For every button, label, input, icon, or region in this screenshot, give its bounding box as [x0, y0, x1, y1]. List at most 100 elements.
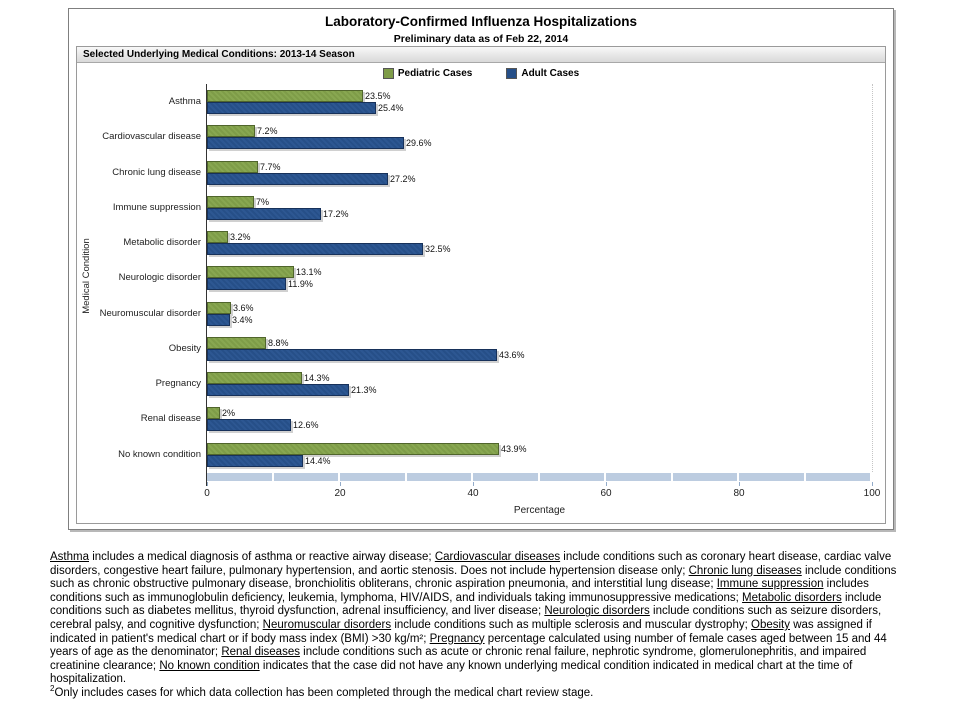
pediatric-value-label: 3.6% — [233, 302, 254, 313]
pediatric-bar — [207, 195, 254, 208]
footnote-text: include conditions such as chronic obstr… — [50, 564, 897, 591]
footnote-term: Immune suppression — [716, 578, 824, 591]
adult-value-label: 17.2% — [323, 208, 349, 219]
legend-item: Adult Cases — [506, 67, 579, 79]
footnote-term: Chronic lung diseases — [688, 564, 802, 577]
adult-bar — [207, 454, 303, 467]
adult-value-label: 12.6% — [293, 420, 319, 431]
x-axis-band-segment — [606, 473, 671, 481]
x-axis-band-segment — [273, 473, 338, 481]
chart-title: Laboratory-Confirmed Influenza Hospitali… — [324, 14, 638, 29]
footnote-text: include conditions such as acute or chro… — [50, 646, 867, 672]
category-label: No known condition — [118, 448, 201, 460]
x-axis-band-segment — [473, 473, 538, 481]
x-axis-title: Percentage — [513, 505, 566, 516]
x-axis-tick — [207, 482, 208, 486]
pediatric-value-label: 7% — [256, 196, 270, 207]
panel-header-bar: Selected Underlying Medical Conditions: … — [77, 47, 885, 63]
x-axis-band-segment — [539, 473, 604, 481]
x-axis-tick — [872, 482, 873, 486]
x-axis-tick — [473, 482, 474, 486]
adult-bar — [207, 348, 497, 361]
adult-bar — [207, 278, 286, 291]
adult-value-label: 32.5% — [425, 244, 451, 255]
x-axis-band-segment — [207, 473, 272, 481]
plot-right-edge — [872, 84, 873, 472]
adult-value-label: 25.4% — [378, 103, 404, 113]
chart-subtitle: Preliminary data as of Feb 22, 2014 — [393, 33, 569, 45]
adult-value-label: 14.4% — [305, 455, 331, 466]
footnote-2-text: Only includes cases for which data colle… — [54, 686, 594, 699]
footnote-text: include conditions such as coronary hear… — [50, 551, 892, 577]
pediatric-value-label: 7.7% — [260, 161, 281, 172]
x-axis-band-segment — [672, 473, 737, 481]
pediatric-value-label: 3.2% — [230, 232, 251, 243]
footnote-text: includes conditions such as immunoglobul… — [50, 578, 869, 604]
category-label: Cardiovascular disease — [102, 131, 201, 143]
x-axis-band-segment — [805, 473, 870, 481]
footnote-2-superscript: 2 — [50, 684, 55, 694]
pediatric-bar — [207, 160, 258, 173]
adult-bar — [207, 137, 404, 150]
x-axis-tick — [340, 482, 341, 486]
footnote-text: percentage calculated using number of fe… — [50, 632, 887, 659]
x-axis-tick-label: 80 — [733, 488, 745, 499]
adult-bar — [207, 102, 376, 114]
adult-value-label: 3.4% — [232, 314, 253, 325]
footnote-term: Renal diseases — [221, 646, 300, 659]
x-axis-band-segment — [340, 473, 405, 481]
footnote-term: Pregnancy — [429, 632, 485, 645]
pediatric-value-label: 2% — [222, 408, 236, 419]
footnote-term: Metabolic disorders — [742, 591, 842, 604]
x-axis-tick-label: 100 — [863, 488, 881, 499]
footnote-text: include conditions such as diabetes mell… — [50, 591, 882, 618]
adult-legend-swatch — [506, 67, 518, 79]
footnote-term: Neuromuscular disorders — [262, 618, 392, 631]
category-label: Obesity — [168, 342, 201, 354]
legend-item: Pediatric Cases — [382, 67, 472, 79]
pediatric-bar — [207, 301, 231, 314]
x-axis-tick-label: 0 — [204, 488, 210, 499]
footnote-term: Cardiovascular diseases — [434, 551, 561, 563]
category-label: Metabolic disorder — [123, 237, 201, 249]
pediatric-bar — [207, 442, 499, 455]
adult-value-label: 27.2% — [390, 173, 416, 184]
x-axis-tick-label: 60 — [600, 488, 612, 499]
pediatric-bar — [207, 266, 294, 279]
footnote-term: Asthma — [50, 551, 89, 563]
adult-value-label: 29.6% — [406, 138, 432, 149]
category-label: Neuromuscular disorder — [99, 307, 201, 319]
pediatric-value-label: 8.8% — [268, 337, 289, 348]
footnote-definitions: Asthma includes a medical diagnosis of a… — [50, 551, 912, 687]
adult-value-label: 21.3% — [351, 385, 377, 396]
pediatric-value-label: 14.3% — [304, 373, 330, 384]
pediatric-bar — [207, 336, 266, 349]
pediatric-value-label: 43.9% — [501, 443, 527, 454]
footnote-term: No known condition — [159, 659, 260, 672]
x-axis-band-segment — [406, 473, 471, 481]
adult-bar — [207, 384, 349, 397]
footnote-text: was assigned if indicated in patient's m… — [50, 618, 872, 645]
category-label: Pregnancy — [155, 378, 201, 390]
y-axis-line — [206, 84, 207, 486]
pediatric-bar — [207, 407, 220, 420]
pediatric-value-label: 7.2% — [257, 126, 278, 137]
adult-bar — [207, 172, 388, 185]
pediatric-bar — [207, 90, 363, 102]
influenza-chart-panel: Laboratory-Confirmed Influenza Hospitali… — [68, 8, 894, 530]
adult-bar — [207, 419, 291, 432]
footnote-text: include conditions such as multiple scle… — [391, 618, 751, 631]
pediatric-value-label: 13.1% — [296, 267, 322, 278]
category-label: Neurologic disorder — [118, 272, 201, 284]
footnote-text: indicates that the case did not have any… — [50, 659, 853, 686]
footnote-2: 2Only includes cases for which data coll… — [50, 684, 912, 701]
adult-bar — [207, 313, 230, 326]
footnote-text: include conditions such as seizure disor… — [50, 605, 882, 631]
footnote-block: Asthma includes a medical diagnosis of a… — [50, 551, 912, 701]
footnote-text: includes a medical diagnosis of asthma o… — [89, 551, 435, 563]
adult-value-label: 11.9% — [288, 279, 313, 290]
category-label: Immune suppression — [112, 201, 201, 213]
x-axis-tick-label: 20 — [334, 488, 346, 499]
adult-bar — [207, 207, 321, 220]
